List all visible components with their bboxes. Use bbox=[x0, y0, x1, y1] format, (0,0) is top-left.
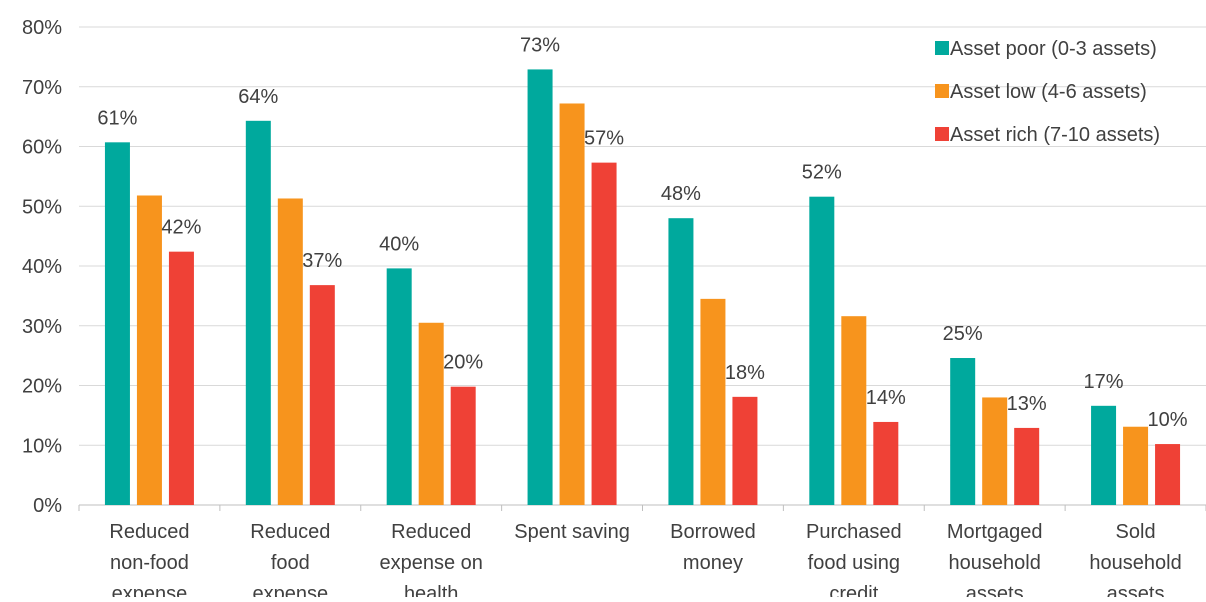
bar bbox=[668, 218, 694, 505]
category-label: Reduced bbox=[250, 521, 330, 543]
bar bbox=[1123, 426, 1149, 505]
bar bbox=[104, 142, 130, 505]
bar bbox=[559, 103, 585, 505]
bar bbox=[982, 397, 1008, 505]
bar bbox=[168, 251, 194, 505]
data-label: 10% bbox=[1148, 409, 1188, 431]
legend-label: Asset poor (0-3 assets) bbox=[950, 38, 1157, 60]
y-tick-label: 10% bbox=[22, 435, 62, 457]
legend-swatch bbox=[935, 127, 949, 141]
category-label: food bbox=[271, 552, 310, 574]
bar bbox=[809, 196, 835, 505]
bar bbox=[700, 298, 726, 505]
category-label: household bbox=[949, 552, 1041, 574]
category-label: food using bbox=[808, 552, 900, 574]
category-label: expense bbox=[112, 583, 188, 597]
bar bbox=[245, 120, 271, 506]
data-label: 18% bbox=[725, 362, 765, 384]
category-label: expense on bbox=[379, 552, 482, 574]
data-label: 42% bbox=[161, 217, 201, 239]
category-label: Purchased bbox=[806, 521, 902, 543]
legend-swatch bbox=[935, 41, 949, 55]
legend-label: Asset rich (7-10 assets) bbox=[950, 124, 1160, 146]
legend-label: Asset low (4-6 assets) bbox=[950, 81, 1147, 103]
bar bbox=[841, 316, 867, 505]
category-label: Reduced bbox=[109, 521, 189, 543]
data-label: 64% bbox=[238, 86, 278, 108]
category-label: health bbox=[404, 583, 459, 597]
bar bbox=[277, 198, 303, 506]
category-label: money bbox=[683, 552, 743, 574]
data-label: 20% bbox=[443, 352, 483, 374]
bar bbox=[386, 268, 412, 505]
data-label: 48% bbox=[661, 183, 701, 205]
category-label: Borrowed bbox=[670, 521, 756, 543]
bar bbox=[1014, 427, 1040, 505]
category-label: Reduced bbox=[391, 521, 471, 543]
bar bbox=[950, 358, 976, 505]
y-tick-label: 80% bbox=[22, 17, 62, 39]
category-label: household bbox=[1089, 552, 1181, 574]
bar bbox=[1091, 405, 1117, 505]
bar bbox=[450, 386, 476, 505]
category-label: credit bbox=[829, 583, 878, 597]
y-tick-label: 40% bbox=[22, 256, 62, 278]
data-label: 52% bbox=[802, 162, 842, 184]
data-label: 40% bbox=[379, 233, 419, 255]
data-label: 61% bbox=[97, 107, 137, 129]
y-tick-label: 70% bbox=[22, 77, 62, 99]
category-label: Sold bbox=[1116, 521, 1156, 543]
y-tick-label: 0% bbox=[33, 495, 62, 517]
bar bbox=[418, 322, 444, 505]
category-label: non-food bbox=[110, 552, 189, 574]
data-label: 14% bbox=[866, 387, 906, 409]
y-tick-label: 60% bbox=[22, 137, 62, 159]
y-tick-label: 20% bbox=[22, 376, 62, 398]
bar bbox=[591, 162, 617, 505]
y-tick-label: 50% bbox=[22, 196, 62, 218]
bar bbox=[732, 396, 758, 505]
y-tick-label: 30% bbox=[22, 316, 62, 338]
bar bbox=[309, 285, 335, 505]
category-label: Spent saving bbox=[514, 521, 630, 543]
category-label: assets bbox=[1107, 583, 1165, 597]
bar bbox=[873, 421, 899, 505]
data-label: 73% bbox=[520, 34, 560, 56]
data-label: 13% bbox=[1007, 393, 1047, 415]
legend-swatch bbox=[935, 84, 949, 98]
data-label: 37% bbox=[302, 250, 342, 272]
bar bbox=[1155, 444, 1181, 505]
category-label: Mortgaged bbox=[947, 521, 1043, 543]
bar bbox=[527, 69, 553, 506]
bar bbox=[136, 195, 162, 505]
category-label: expense bbox=[253, 583, 329, 597]
data-label: 17% bbox=[1084, 371, 1124, 393]
category-label: assets bbox=[966, 583, 1024, 597]
data-label: 57% bbox=[584, 128, 624, 150]
data-label: 25% bbox=[943, 323, 983, 345]
